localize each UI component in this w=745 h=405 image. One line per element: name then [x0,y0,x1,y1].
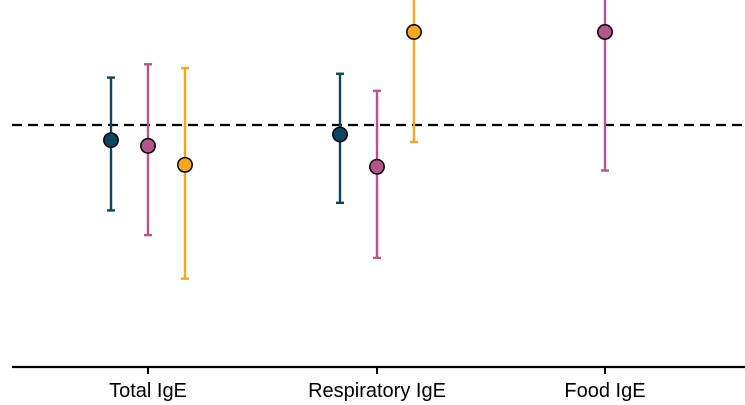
x-tick-label: Total IgE [109,380,187,402]
estimate-point [332,126,348,143]
estimate-point [140,137,156,154]
estimate-point [597,24,613,40]
estimate-point [177,156,193,173]
x-tick-label: Respiratory IgE [308,380,446,402]
x-tick-label: Food IgE [564,380,645,402]
estimate-point [369,158,385,175]
plot-area: Total IgE Respiratory IgE Food IgE [12,0,745,402]
estimate-point [103,132,119,149]
estimate-point [406,24,422,40]
